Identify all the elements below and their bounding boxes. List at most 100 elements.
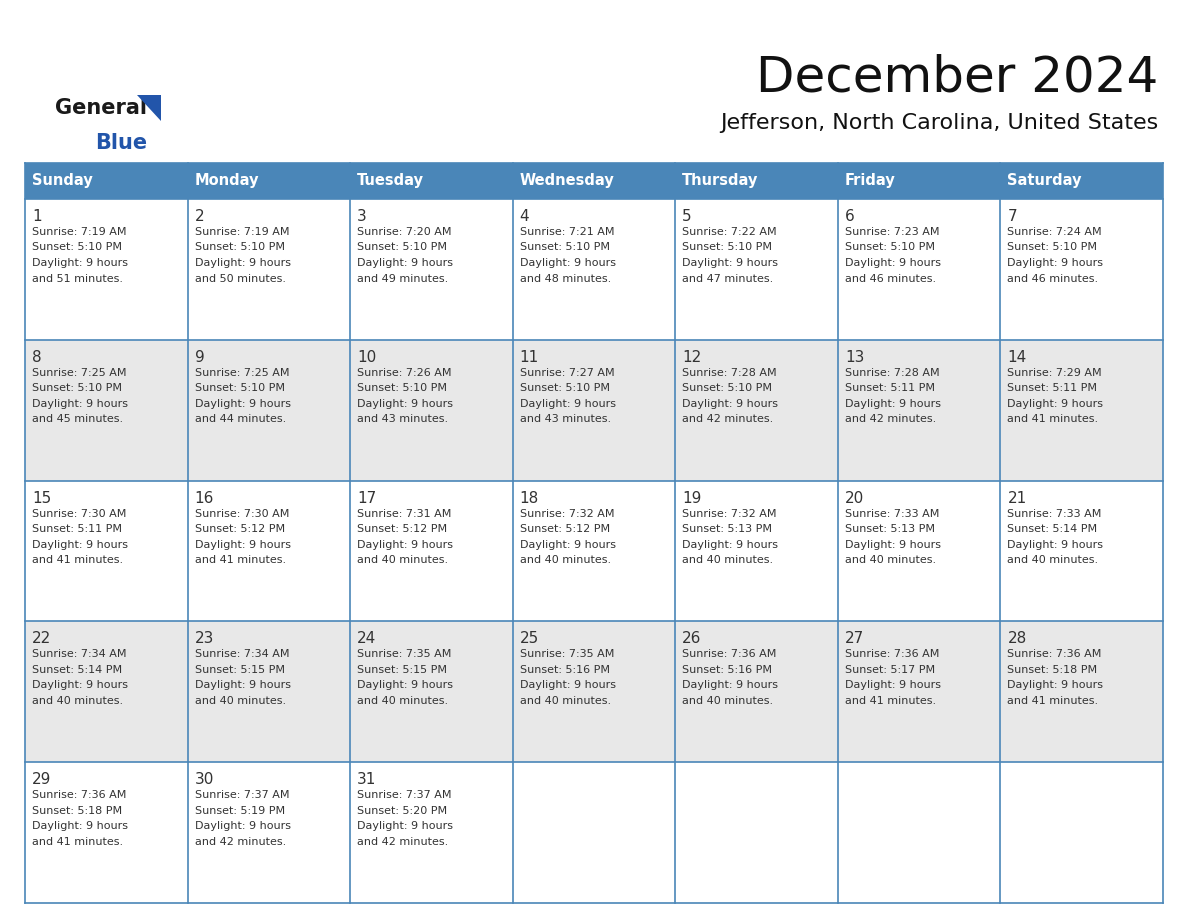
Text: Daylight: 9 hours: Daylight: 9 hours <box>358 680 453 690</box>
Text: Sunset: 5:16 PM: Sunset: 5:16 PM <box>519 665 609 675</box>
Text: Sunrise: 7:35 AM: Sunrise: 7:35 AM <box>358 649 451 659</box>
Text: Sunrise: 7:28 AM: Sunrise: 7:28 AM <box>845 368 940 378</box>
Bar <box>1000 163 1163 199</box>
Text: Sunrise: 7:25 AM: Sunrise: 7:25 AM <box>195 368 289 378</box>
Text: and 40 minutes.: and 40 minutes. <box>519 696 611 706</box>
Text: 11: 11 <box>519 350 539 364</box>
Text: 2: 2 <box>195 209 204 224</box>
Bar <box>675 621 838 762</box>
Text: Sunset: 5:10 PM: Sunset: 5:10 PM <box>519 384 609 393</box>
Text: Daylight: 9 hours: Daylight: 9 hours <box>519 540 615 550</box>
Bar <box>350 163 513 199</box>
Text: and 40 minutes.: and 40 minutes. <box>358 555 448 565</box>
Bar <box>838 199 1000 340</box>
Text: Daylight: 9 hours: Daylight: 9 hours <box>519 258 615 268</box>
Text: Sunrise: 7:37 AM: Sunrise: 7:37 AM <box>358 790 451 800</box>
Bar <box>350 621 513 762</box>
Text: Sunset: 5:12 PM: Sunset: 5:12 PM <box>195 524 285 534</box>
Text: Sunrise: 7:36 AM: Sunrise: 7:36 AM <box>845 649 940 659</box>
Bar <box>25 621 188 762</box>
Text: and 51 minutes.: and 51 minutes. <box>32 274 124 284</box>
Text: and 50 minutes.: and 50 minutes. <box>195 274 285 284</box>
Text: Daylight: 9 hours: Daylight: 9 hours <box>32 680 128 690</box>
Text: and 43 minutes.: and 43 minutes. <box>519 414 611 424</box>
Bar <box>350 481 513 621</box>
Text: Sunset: 5:11 PM: Sunset: 5:11 PM <box>845 384 935 393</box>
Text: 16: 16 <box>195 490 214 506</box>
Text: and 41 minutes.: and 41 minutes. <box>195 555 285 565</box>
Text: 7: 7 <box>1007 209 1017 224</box>
Bar <box>188 163 350 199</box>
Bar <box>675 762 838 903</box>
Text: Daylight: 9 hours: Daylight: 9 hours <box>682 398 778 409</box>
Text: 15: 15 <box>32 490 51 506</box>
Text: Sunset: 5:19 PM: Sunset: 5:19 PM <box>195 806 285 816</box>
Text: Daylight: 9 hours: Daylight: 9 hours <box>682 258 778 268</box>
Bar <box>1000 762 1163 903</box>
Text: Daylight: 9 hours: Daylight: 9 hours <box>1007 258 1104 268</box>
Text: 4: 4 <box>519 209 530 224</box>
Text: Sunset: 5:13 PM: Sunset: 5:13 PM <box>682 524 772 534</box>
Text: Daylight: 9 hours: Daylight: 9 hours <box>32 822 128 831</box>
Text: Sunset: 5:14 PM: Sunset: 5:14 PM <box>32 665 122 675</box>
Text: Sunset: 5:12 PM: Sunset: 5:12 PM <box>358 524 447 534</box>
Text: 6: 6 <box>845 209 854 224</box>
Text: Sunset: 5:10 PM: Sunset: 5:10 PM <box>195 384 285 393</box>
Text: Daylight: 9 hours: Daylight: 9 hours <box>32 540 128 550</box>
Text: 24: 24 <box>358 632 377 646</box>
Text: Sunset: 5:13 PM: Sunset: 5:13 PM <box>845 524 935 534</box>
Text: 29: 29 <box>32 772 51 788</box>
Bar <box>188 481 350 621</box>
Text: 23: 23 <box>195 632 214 646</box>
Text: Sunset: 5:10 PM: Sunset: 5:10 PM <box>845 242 935 252</box>
Text: 10: 10 <box>358 350 377 364</box>
Text: and 40 minutes.: and 40 minutes. <box>32 696 124 706</box>
Text: Sunrise: 7:34 AM: Sunrise: 7:34 AM <box>32 649 126 659</box>
Text: Sunset: 5:10 PM: Sunset: 5:10 PM <box>358 384 447 393</box>
Text: Sunrise: 7:36 AM: Sunrise: 7:36 AM <box>682 649 777 659</box>
Bar <box>25 481 188 621</box>
Text: Sunrise: 7:36 AM: Sunrise: 7:36 AM <box>1007 649 1101 659</box>
Text: Sunrise: 7:21 AM: Sunrise: 7:21 AM <box>519 227 614 237</box>
Text: and 41 minutes.: and 41 minutes. <box>1007 696 1099 706</box>
Text: Daylight: 9 hours: Daylight: 9 hours <box>1007 398 1104 409</box>
Text: Daylight: 9 hours: Daylight: 9 hours <box>195 540 291 550</box>
Text: Sunset: 5:10 PM: Sunset: 5:10 PM <box>358 242 447 252</box>
Text: 18: 18 <box>519 490 539 506</box>
Text: Wednesday: Wednesday <box>519 174 614 188</box>
Text: 14: 14 <box>1007 350 1026 364</box>
Text: Jefferson, North Carolina, United States: Jefferson, North Carolina, United States <box>720 113 1158 133</box>
Bar <box>675 163 838 199</box>
Text: Sunrise: 7:28 AM: Sunrise: 7:28 AM <box>682 368 777 378</box>
Text: 3: 3 <box>358 209 367 224</box>
Text: Sunrise: 7:32 AM: Sunrise: 7:32 AM <box>519 509 614 519</box>
Text: 8: 8 <box>32 350 42 364</box>
Text: and 45 minutes.: and 45 minutes. <box>32 414 124 424</box>
Text: Saturday: Saturday <box>1007 174 1082 188</box>
Text: and 46 minutes.: and 46 minutes. <box>1007 274 1099 284</box>
Text: Daylight: 9 hours: Daylight: 9 hours <box>195 398 291 409</box>
Text: 12: 12 <box>682 350 702 364</box>
Text: Daylight: 9 hours: Daylight: 9 hours <box>519 398 615 409</box>
Text: 17: 17 <box>358 490 377 506</box>
Bar <box>675 340 838 481</box>
Text: and 49 minutes.: and 49 minutes. <box>358 274 448 284</box>
Text: Monday: Monday <box>195 174 259 188</box>
Text: Sunrise: 7:26 AM: Sunrise: 7:26 AM <box>358 368 451 378</box>
Bar <box>1000 199 1163 340</box>
Text: Sunrise: 7:23 AM: Sunrise: 7:23 AM <box>845 227 940 237</box>
Text: and 41 minutes.: and 41 minutes. <box>32 836 124 846</box>
Text: 28: 28 <box>1007 632 1026 646</box>
Text: 27: 27 <box>845 632 864 646</box>
Text: and 40 minutes.: and 40 minutes. <box>195 696 285 706</box>
Text: Sunset: 5:10 PM: Sunset: 5:10 PM <box>682 242 772 252</box>
Text: and 43 minutes.: and 43 minutes. <box>358 414 448 424</box>
Text: Tuesday: Tuesday <box>358 174 424 188</box>
Text: Sunrise: 7:30 AM: Sunrise: 7:30 AM <box>195 509 289 519</box>
Text: 30: 30 <box>195 772 214 788</box>
Text: Daylight: 9 hours: Daylight: 9 hours <box>195 680 291 690</box>
Text: Daylight: 9 hours: Daylight: 9 hours <box>682 680 778 690</box>
Bar <box>350 199 513 340</box>
Bar <box>513 481 675 621</box>
Text: Sunrise: 7:33 AM: Sunrise: 7:33 AM <box>1007 509 1101 519</box>
